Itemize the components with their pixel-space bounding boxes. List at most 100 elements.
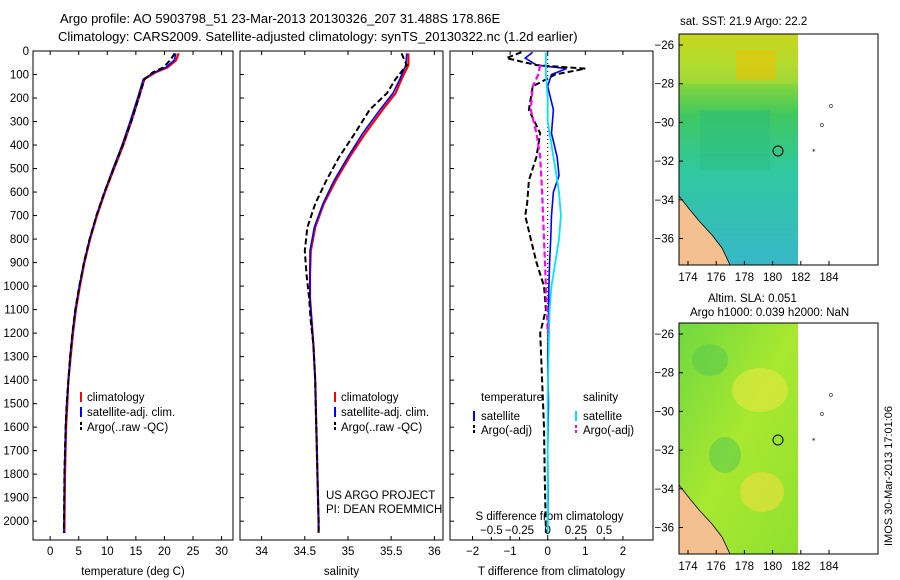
x-tick-label: 20 xyxy=(158,546,171,558)
y-tick-label: 700 xyxy=(10,211,29,223)
profile-location-marker xyxy=(772,434,784,446)
s-axis-label: S difference from climatology xyxy=(475,511,623,523)
legend-label: climatology xyxy=(87,392,145,404)
map-y-tick-label: −26 xyxy=(654,40,674,52)
map-x-tick-label: 178 xyxy=(735,561,754,573)
map-x-tick-label: 184 xyxy=(819,561,839,573)
legend-label: climatology xyxy=(341,392,399,404)
header-line1: Argo profile: AO 5903798_51 23-Mar-2013 … xyxy=(60,11,501,26)
legend-label: Argo(..raw -QC) xyxy=(87,422,168,434)
legend-group-title: temperature xyxy=(481,392,543,404)
sla-high-patch xyxy=(740,472,784,512)
y-tick-label: 1500 xyxy=(3,399,29,411)
y-tick-label: 900 xyxy=(10,258,29,270)
sst-title: sat. SST: 21.9 Argo: 22.2 xyxy=(680,16,807,28)
sla-title1: Altim. SLA: 0.051 xyxy=(708,293,797,305)
x-tick-label: 0 xyxy=(545,546,551,558)
s-tick-label: −0.25 xyxy=(505,525,534,537)
series-line-satellite-adj-clim- xyxy=(63,53,177,533)
y-tick-label: 1400 xyxy=(3,375,29,387)
x-tick-label: 15 xyxy=(129,546,142,558)
plot-frame xyxy=(449,50,654,541)
series-line-satellite-adj-clim- xyxy=(309,53,408,533)
y-tick-label: 100 xyxy=(10,70,29,82)
s-tick-label: −0.5 xyxy=(480,525,503,537)
y-tick-label: 1800 xyxy=(3,469,29,481)
x-tick-label: 10 xyxy=(101,546,114,558)
legend-label: satellite xyxy=(481,411,520,423)
x-tick-label: 35.5 xyxy=(380,546,402,558)
x-axis-label: salinity xyxy=(324,566,359,578)
y-tick-label: 1100 xyxy=(4,305,29,317)
map-y-tick-label: −30 xyxy=(654,406,674,418)
series-line-argo-raw-qc- xyxy=(303,52,408,533)
salinity-panel: 34 34.5 35 35.5 36 salinity climatology satelli… xyxy=(239,50,444,578)
legend-label: satellite-adj. clim. xyxy=(87,407,175,419)
timestamp-stamp: IMOS 30-Mar-2013 17:01:06 xyxy=(883,406,895,546)
y-tick-label: 500 xyxy=(10,164,29,176)
map-x-tick-label: 184 xyxy=(819,272,839,284)
sla-low-patch xyxy=(692,344,728,376)
x-tick-label: 5 xyxy=(76,546,82,558)
legend-group-title: salinity xyxy=(583,392,618,404)
pi-label: PI: DEAN ROEMMICH xyxy=(326,504,442,516)
plot-frame xyxy=(239,50,444,541)
y-tick-label: 2000 xyxy=(3,516,29,528)
y-tick-label: 1200 xyxy=(3,328,29,340)
series-line-salinity-argo-adj- xyxy=(529,64,549,334)
sla-map-frame xyxy=(678,322,879,555)
sla-high-patch xyxy=(732,368,788,412)
sst-cool-patch xyxy=(700,110,770,170)
y-tick-label: 1300 xyxy=(3,352,29,364)
project-label: US ARGO PROJECT xyxy=(326,490,435,502)
x-tick-label: 36 xyxy=(428,546,441,558)
x-tick-label: 25 xyxy=(187,546,200,558)
difference-panel: −2 −1 0 1 2 T difference from climatology −0.5… xyxy=(449,50,654,578)
island-marker: o xyxy=(829,103,833,110)
x-tick-label: 0 xyxy=(47,546,53,558)
island-marker: o xyxy=(829,392,833,399)
x-tick-label: 30 xyxy=(215,546,228,558)
plot-frame xyxy=(32,50,234,541)
sla-map: Altim. SLA: 0.051 Argo h1000: 0.039 h200… xyxy=(654,293,879,573)
x-axis-label: temperature (deg C) xyxy=(81,566,185,578)
x-tick-label: 34.5 xyxy=(294,546,316,558)
series-line-climatology xyxy=(63,52,180,533)
legend-label: Argo(-adj) xyxy=(481,425,532,437)
sla-low-patch xyxy=(709,437,741,473)
map-x-tick-label: 180 xyxy=(763,272,782,284)
map-y-tick-label: −34 xyxy=(654,195,674,207)
x-tick-label: −2 xyxy=(466,546,479,558)
map-y-tick-label: −28 xyxy=(654,368,674,380)
y-tick-label: 800 xyxy=(10,234,29,246)
series-line-climatology xyxy=(308,53,410,533)
y-tick-label: 1000 xyxy=(3,281,29,293)
x-tick-label: 2 xyxy=(620,546,626,558)
map-y-tick-label: −32 xyxy=(654,445,674,457)
y-tick-label: 1900 xyxy=(3,493,29,505)
map-x-tick-label: 178 xyxy=(735,272,754,284)
legend-label: satellite-adj. clim. xyxy=(341,407,429,419)
island-marker: ⁎ xyxy=(812,147,816,154)
y-tick-label: 400 xyxy=(10,140,29,152)
series-line-temperature-argo-adj- xyxy=(503,51,586,533)
x-tick-label: 34 xyxy=(255,546,268,558)
map-y-tick-label: −36 xyxy=(654,523,674,535)
y-tick-label: 0 xyxy=(23,46,29,58)
map-x-tick-label: 174 xyxy=(678,272,698,284)
series-line-salinity-satellite xyxy=(545,52,562,533)
island-marker: o xyxy=(820,122,824,129)
x-tick-label: −1 xyxy=(504,546,517,558)
sst-warm-core xyxy=(736,50,776,80)
x-tick-label: 35 xyxy=(342,546,355,558)
legend-label: Argo(..raw -QC) xyxy=(341,422,422,434)
sst-map-frame xyxy=(678,33,879,266)
sst-map: sat. SST: 21.9 Argo: 22.2 o o ⁎ 174 176 17… xyxy=(654,16,879,284)
sla-title2: Argo h1000: 0.039 h2000: NaN xyxy=(690,307,849,319)
map-x-tick-label: 176 xyxy=(707,561,726,573)
y-tick-label: 1600 xyxy=(3,422,29,434)
y-tick-label: 200 xyxy=(10,93,29,105)
map-y-tick-label: −26 xyxy=(654,329,674,341)
profile-location-marker xyxy=(772,145,784,157)
